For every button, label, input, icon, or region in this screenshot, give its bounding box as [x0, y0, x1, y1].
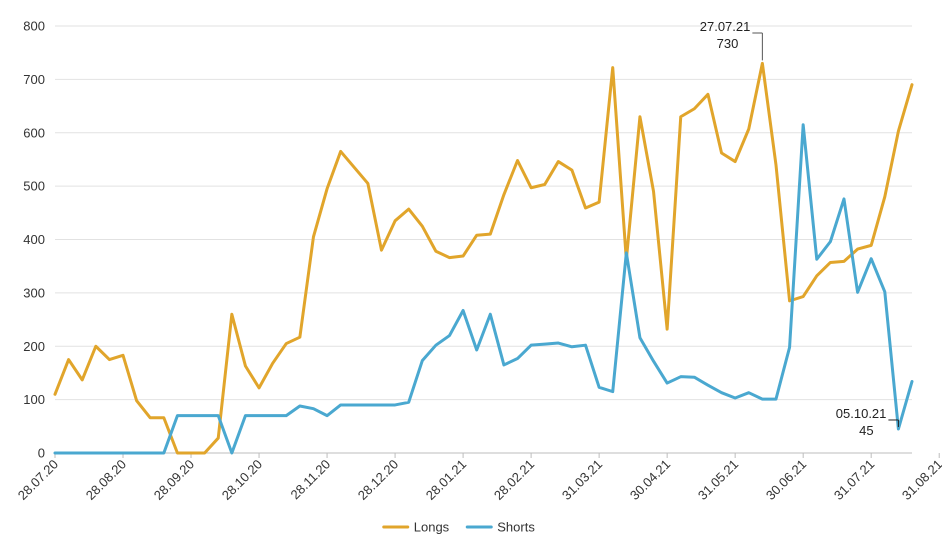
y-tick-label: 600 — [23, 125, 45, 140]
x-tick-label: 28.11.20 — [287, 457, 333, 503]
series-line-shorts — [53, 123, 914, 455]
x-tick-label: 31.08.21 — [899, 457, 942, 503]
x-tick-label: 28.10.20 — [219, 457, 265, 503]
x-tick-label: 28.12.20 — [355, 457, 401, 503]
y-tick-label: 700 — [23, 72, 45, 87]
y-tick-label: 300 — [23, 285, 45, 300]
y-tick-label: 500 — [23, 179, 45, 194]
x-tick-label: 28.01.21 — [423, 457, 469, 503]
y-tick-label: 800 — [23, 19, 45, 34]
legend-label-longs: Longs — [414, 520, 450, 535]
x-tick-label: 28.07.20 — [15, 457, 61, 503]
gridlines — [55, 25, 912, 454]
y-axis: 0 100 200 300 400 500 600 700 800 — [23, 19, 45, 461]
x-tick-label: 31.07.21 — [831, 457, 877, 503]
x-tick-label: 28.08.20 — [83, 457, 129, 503]
x-tick-label: 28.02.21 — [491, 457, 537, 503]
x-tick-label: 31.03.21 — [559, 457, 605, 503]
y-tick-label: 100 — [23, 392, 45, 407]
x-tick-label: 30.04.21 — [627, 457, 673, 503]
annotation-date-longs: 27.07.21 — [700, 19, 751, 34]
y-tick-label: 0 — [38, 446, 45, 461]
legend-label-shorts: Shorts — [497, 520, 535, 535]
annotations: 27.07.21 730 05.10.21 45 — [700, 19, 899, 438]
x-tick-label: 28.09.20 — [151, 457, 197, 503]
annotation-value-shorts: 45 — [859, 423, 873, 438]
annotation-value-longs: 730 — [717, 36, 739, 51]
y-tick-label: 200 — [23, 339, 45, 354]
series-line-longs — [53, 61, 914, 455]
annotation-date-shorts: 05.10.21 — [836, 406, 887, 421]
x-tick-label: 30.06.21 — [763, 457, 809, 503]
legend: Longs Shorts — [382, 520, 535, 535]
y-tick-label: 400 — [23, 232, 45, 247]
series-lines — [53, 61, 914, 455]
x-tick-label: 31.05.21 — [695, 457, 741, 503]
x-axis: 28.07.20 28.08.20 28.09.20 28.10.20 28.11.20… — [15, 453, 942, 503]
